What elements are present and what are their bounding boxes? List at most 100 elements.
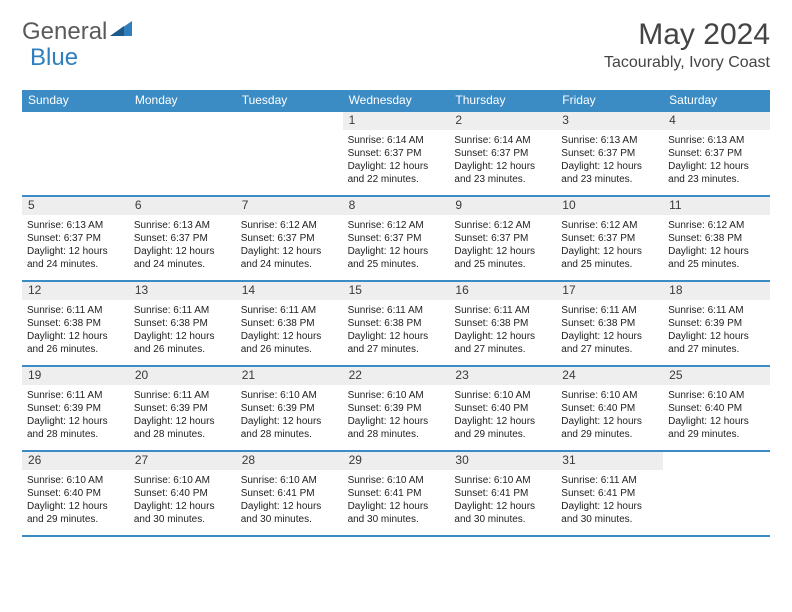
day-number: 16 [449,282,556,300]
sunrise-line: Sunrise: 6:11 AM [27,304,124,317]
day-cell: 26Sunrise: 6:10 AMSunset: 6:40 PMDayligh… [22,452,129,537]
day-content: Sunrise: 6:10 AMSunset: 6:39 PMDaylight:… [343,387,450,445]
day-content: Sunrise: 6:10 AMSunset: 6:40 PMDaylight:… [663,387,770,445]
day-cell: 29Sunrise: 6:10 AMSunset: 6:41 PMDayligh… [343,452,450,537]
weekday-header: Friday [556,90,663,110]
sunrise-line: Sunrise: 6:10 AM [134,474,231,487]
sunset-line: Sunset: 6:38 PM [27,317,124,330]
day-content: Sunrise: 6:11 AMSunset: 6:38 PMDaylight:… [343,302,450,360]
day-content: Sunrise: 6:11 AMSunset: 6:39 PMDaylight:… [22,387,129,445]
calendar-page: General May 2024 Tacourably, Ivory Coast… [0,0,792,547]
day-number: 20 [129,367,236,385]
sunset-line: Sunset: 6:41 PM [348,487,445,500]
day-cell: 7 Sunrise: 6:12 AMSunset: 6:37 PMDaylight… [236,197,343,282]
month-year-title: May 2024 [604,18,770,52]
day-cell: 18Sunrise: 6:11 AMSunset: 6:39 PMDayligh… [663,282,770,367]
sunset-line: Sunset: 6:37 PM [668,147,765,160]
logo-text-blue: Blue [30,44,78,72]
sunrise-line: Sunrise: 6:12 AM [241,219,338,232]
day-content: Sunrise: 6:10 AMSunset: 6:40 PMDaylight:… [449,387,556,445]
day-number: 28 [236,452,343,470]
day-number: 11 [663,197,770,215]
day-number: 22 [343,367,450,385]
day-number: 9 [449,197,556,215]
day-cell: 22 Sunrise: 6:10 AMSunset: 6:39 PMDayligh… [343,367,450,452]
weekday-header: Monday [129,90,236,110]
day-number: 31 [556,452,663,470]
sunrise-line: Sunrise: 6:10 AM [348,474,445,487]
sunset-line: Sunset: 6:37 PM [454,147,551,160]
day-cell: 17Sunrise: 6:11 AMSunset: 6:38 PMDayligh… [556,282,663,367]
sunset-line: Sunset: 6:39 PM [27,402,124,415]
daylight-line: Daylight: 12 hours and 28 minutes. [241,415,338,441]
day-cell: 12Sunrise: 6:11 AMSunset: 6:38 PMDayligh… [22,282,129,367]
day-cell: 19Sunrise: 6:11 AMSunset: 6:39 PMDayligh… [22,367,129,452]
day-number: 21 [236,367,343,385]
day-cell: 4Sunrise: 6:13 AMSunset: 6:37 PMDaylight… [663,112,770,197]
day-content: Sunrise: 6:13 AMSunset: 6:37 PMDaylight:… [129,217,236,275]
day-cell: 21Sunrise: 6:10 AMSunset: 6:39 PMDayligh… [236,367,343,452]
sunset-line: Sunset: 6:40 PM [454,402,551,415]
empty-day-cell [663,452,770,537]
day-content: Sunrise: 6:12 AMSunset: 6:37 PMDaylight:… [236,217,343,275]
day-number: 18 [663,282,770,300]
day-number: 8 [343,197,450,215]
weekday-header: Wednesday [343,90,450,110]
daylight-line: Daylight: 12 hours and 25 minutes. [348,245,445,271]
sunrise-line: Sunrise: 6:14 AM [348,134,445,147]
day-number: 7 [236,197,343,215]
daylight-line: Daylight: 12 hours and 27 minutes. [348,330,445,356]
sunrise-line: Sunrise: 6:12 AM [348,219,445,232]
day-number: 2 [449,112,556,130]
daylight-line: Daylight: 12 hours and 23 minutes. [454,160,551,186]
day-cell: 1Sunrise: 6:14 AMSunset: 6:37 PMDaylight… [343,112,450,197]
daylight-line: Daylight: 12 hours and 24 minutes. [134,245,231,271]
empty-day-cell [236,112,343,197]
day-content: Sunrise: 6:14 AMSunset: 6:37 PMDaylight:… [343,132,450,190]
day-content: Sunrise: 6:14 AMSunset: 6:37 PMDaylight:… [449,132,556,190]
logo: General [22,18,134,46]
sunset-line: Sunset: 6:40 PM [134,487,231,500]
day-content: Sunrise: 6:10 AMSunset: 6:41 PMDaylight:… [343,472,450,530]
sunset-line: Sunset: 6:37 PM [348,147,445,160]
sunrise-line: Sunrise: 6:11 AM [134,304,231,317]
day-number: 17 [556,282,663,300]
day-content: Sunrise: 6:12 AMSunset: 6:37 PMDaylight:… [556,217,663,275]
header: General May 2024 Tacourably, Ivory Coast [22,18,770,72]
daylight-line: Daylight: 12 hours and 22 minutes. [348,160,445,186]
sunset-line: Sunset: 6:41 PM [561,487,658,500]
sunset-line: Sunset: 6:38 PM [348,317,445,330]
day-cell: 13 Sunrise: 6:11 AMSunset: 6:38 PMDayligh… [129,282,236,367]
day-content: Sunrise: 6:11 AMSunset: 6:38 PMDaylight:… [236,302,343,360]
daylight-line: Daylight: 12 hours and 23 minutes. [561,160,658,186]
sunrise-line: Sunrise: 6:11 AM [454,304,551,317]
weekday-header: Thursday [449,90,556,110]
day-cell: 5Sunrise: 6:13 AMSunset: 6:37 PMDaylight… [22,197,129,282]
sunrise-line: Sunrise: 6:11 AM [561,304,658,317]
sunset-line: Sunset: 6:38 PM [561,317,658,330]
day-content: Sunrise: 6:11 AMSunset: 6:38 PMDaylight:… [129,302,236,360]
day-number: 5 [22,197,129,215]
sunrise-line: Sunrise: 6:10 AM [668,389,765,402]
location-subtitle: Tacourably, Ivory Coast [604,54,770,72]
sunrise-line: Sunrise: 6:11 AM [241,304,338,317]
sunset-line: Sunset: 6:39 PM [668,317,765,330]
daylight-line: Daylight: 12 hours and 24 minutes. [241,245,338,271]
sunrise-line: Sunrise: 6:13 AM [668,134,765,147]
empty-day-cell [129,112,236,197]
daylight-line: Daylight: 12 hours and 24 minutes. [27,245,124,271]
sunrise-line: Sunrise: 6:13 AM [134,219,231,232]
sunset-line: Sunset: 6:40 PM [561,402,658,415]
day-cell: 8Sunrise: 6:12 AMSunset: 6:37 PMDaylight… [343,197,450,282]
sunset-line: Sunset: 6:41 PM [241,487,338,500]
sunrise-line: Sunrise: 6:10 AM [241,474,338,487]
day-cell: 14Sunrise: 6:11 AMSunset: 6:38 PMDayligh… [236,282,343,367]
sunrise-line: Sunrise: 6:12 AM [454,219,551,232]
day-content: Sunrise: 6:12 AMSunset: 6:37 PMDaylight:… [449,217,556,275]
sunrise-line: Sunrise: 6:13 AM [27,219,124,232]
day-cell: 30Sunrise: 6:10 AMSunset: 6:41 PMDayligh… [449,452,556,537]
day-number: 13 [129,282,236,300]
sunset-line: Sunset: 6:37 PM [561,232,658,245]
empty-day-cell [22,112,129,197]
daylight-line: Daylight: 12 hours and 27 minutes. [454,330,551,356]
